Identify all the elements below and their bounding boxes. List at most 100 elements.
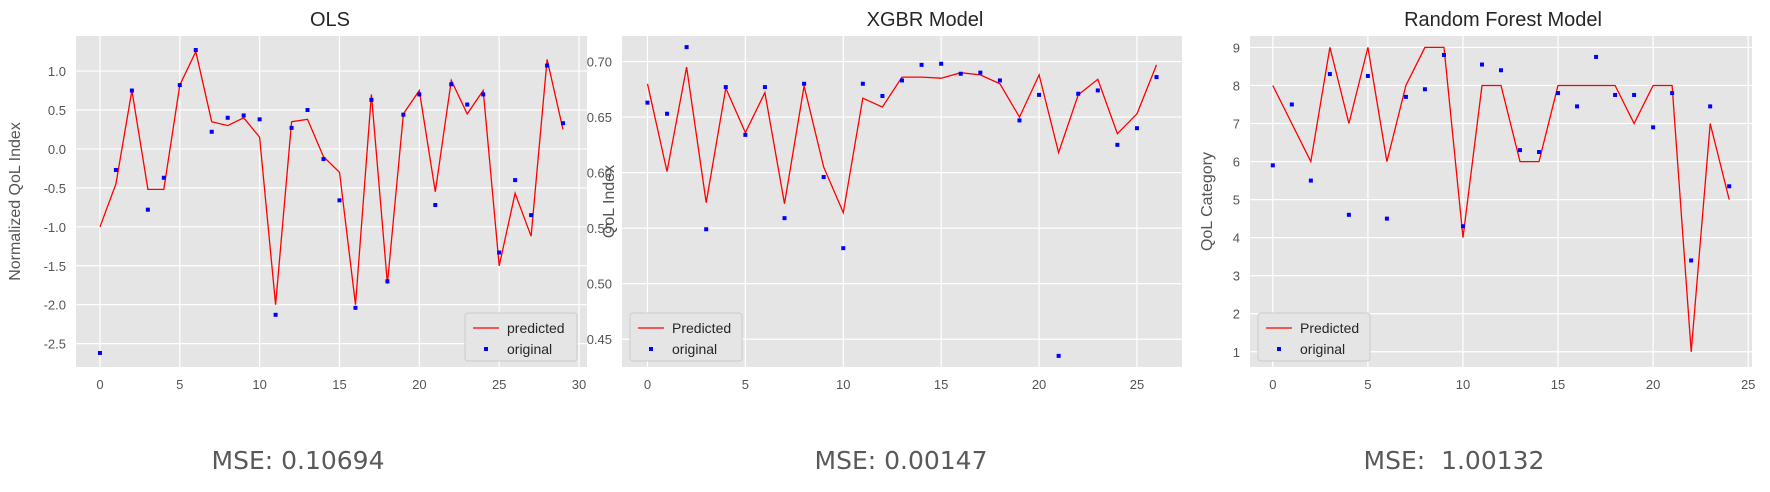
data-point: [1727, 184, 1732, 189]
y-tick-label: 8: [1233, 78, 1240, 93]
data-point: [1708, 104, 1713, 109]
data-point: [225, 115, 230, 120]
data-point: [900, 78, 904, 83]
data-point: [1154, 75, 1159, 80]
data-point: [645, 100, 650, 105]
data-point: [113, 167, 118, 172]
data-point: [401, 112, 406, 117]
data-point: [481, 92, 486, 97]
y-tick-label: 1.0: [48, 64, 66, 79]
y-axis-label: QoL Category: [1199, 152, 1216, 251]
y-tick-label: -0.5: [44, 181, 66, 196]
data-point: [129, 88, 134, 93]
data-point: [369, 97, 374, 102]
y-tick-label: 7: [1233, 117, 1240, 132]
data-point: [802, 81, 807, 86]
data-point: [1270, 163, 1275, 168]
y-tick-label: -1.5: [44, 259, 66, 274]
mse-ols: MSE: 0.10694: [211, 446, 385, 475]
data-point: [1422, 87, 1427, 92]
x-tick-label: 25: [1741, 377, 1755, 392]
x-tick-label: 0: [96, 377, 103, 392]
data-point: [1095, 88, 1100, 93]
y-tick-label: 0.55: [587, 221, 612, 236]
data-point: [177, 83, 182, 88]
y-tick-label: 6: [1233, 155, 1240, 170]
data-point: [1346, 212, 1351, 217]
x-tick-label: 15: [332, 377, 346, 392]
y-axis-label: Normalized QoL Index: [7, 122, 24, 281]
data-point: [1479, 62, 1484, 67]
data-point: [497, 250, 502, 255]
legend-swatch-point: [1277, 347, 1281, 351]
data-point: [241, 113, 246, 118]
x-tick-label: 15: [934, 377, 948, 392]
data-point: [145, 207, 150, 212]
x-tick-label: 5: [742, 377, 749, 392]
data-point: [1115, 142, 1120, 147]
x-tick-label: 25: [1130, 377, 1144, 392]
x-tick-label: 20: [412, 377, 426, 392]
data-point: [743, 132, 748, 137]
series-line-predicted: [99, 49, 564, 305]
chart-title: XGBR Model: [867, 9, 984, 31]
data-point: [321, 157, 326, 162]
y-tick-label: 0.0: [48, 142, 66, 157]
x-tick-label: 5: [1364, 377, 1371, 392]
plot-area: [76, 36, 587, 367]
data-point: [1384, 216, 1389, 221]
data-point: [723, 85, 728, 90]
data-point: [1365, 73, 1370, 78]
chart-0: 0 5 10 15 20 25 30 -2.5 -2.0 -1.5 -1.0 -0.5 0.0 0.5 1.…: [7, 9, 587, 392]
data-point: [1651, 125, 1656, 130]
data-point: [1037, 92, 1042, 97]
data-point: [880, 93, 885, 98]
data-point: [1403, 94, 1408, 99]
x-tick-label: 10: [836, 377, 850, 392]
data-point: [161, 175, 166, 180]
legend: Predicted original: [1257, 312, 1371, 362]
data-point: [939, 61, 944, 66]
data-point: [1499, 68, 1503, 73]
data-point: [1056, 353, 1061, 358]
data-point: [1632, 92, 1637, 97]
legend: Predicted original: [629, 312, 743, 362]
series-line-predicted: [1272, 46, 1730, 352]
data-point: [1308, 178, 1313, 183]
data-point: [529, 213, 534, 218]
y-tick-label: -2.5: [44, 337, 66, 352]
data-point: [561, 121, 566, 126]
data-point: [1575, 104, 1580, 109]
data-point: [841, 246, 846, 251]
chart-1: 0 5 10 15 20 25 0.45 0.50 0.55 0.60 0.65 0.70 XGBR M…: [587, 9, 1182, 392]
data-point: [305, 107, 310, 112]
legend-label: original: [672, 341, 717, 357]
data-point: [1689, 258, 1694, 263]
data-point: [919, 62, 924, 67]
plot-area: [1250, 36, 1752, 367]
legend-label: Predicted: [1300, 320, 1359, 336]
data-point: [1518, 148, 1523, 153]
y-tick-label: 5: [1233, 193, 1240, 208]
y-tick-label: 0.70: [587, 55, 612, 70]
y-tick-label: -2.0: [44, 298, 66, 313]
legend-label: Predicted: [672, 320, 731, 336]
y-tick-label: 3: [1233, 269, 1240, 284]
chart-title: Random Forest Model: [1404, 9, 1602, 31]
y-tick-label: 4: [1233, 231, 1240, 246]
data-point: [257, 117, 262, 122]
data-point: [1670, 91, 1675, 96]
data-point: [1289, 102, 1294, 107]
series-line-predicted: [646, 64, 1158, 215]
x-tick-label: 25: [492, 377, 506, 392]
data-point: [449, 82, 454, 87]
y-tick-label: 0.65: [587, 110, 612, 125]
data-point: [289, 125, 294, 130]
y-tick-label: 9: [1233, 40, 1240, 55]
data-point: [209, 129, 214, 134]
y-tick-label: 2: [1233, 307, 1240, 322]
plot-area: [622, 36, 1182, 367]
legend-box: [629, 312, 743, 362]
chart-title: OLS: [310, 9, 350, 31]
